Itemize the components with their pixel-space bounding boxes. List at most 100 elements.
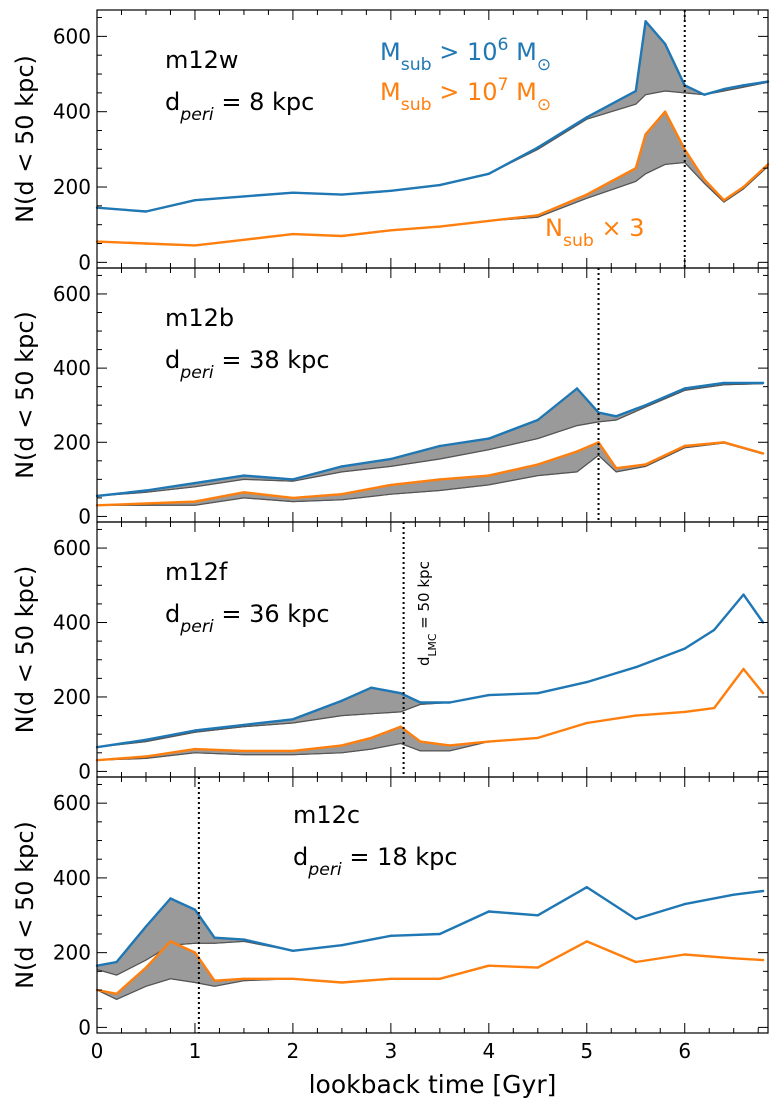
point-m12c-0-3 <box>169 897 172 900</box>
point-m12f-1-10 <box>487 740 490 743</box>
point-m12c-1-11 <box>487 964 490 967</box>
dlmc-annotation: dLMC = 50 kpc <box>415 561 439 666</box>
nsub-note: Nsub × 3 <box>545 214 645 251</box>
point-m12c-1-12 <box>536 966 539 969</box>
point-m12f-1-5 <box>340 744 344 747</box>
y-axis-label: N(d < 50 kpc) <box>11 311 39 479</box>
point-m12w-0-13 <box>663 42 667 46</box>
x-axis-label: lookback time [Gyr] <box>309 1070 557 1099</box>
line-m12f-0 <box>96 593 765 749</box>
xtick-label: 3 <box>385 1039 398 1063</box>
point-m12w-0-1 <box>144 210 148 213</box>
ytick-label: 600 <box>53 536 91 560</box>
point-m12f-0-15 <box>712 628 716 632</box>
point-m12b-0-13 <box>644 404 647 407</box>
point-m12c-0-8 <box>340 944 344 947</box>
point-m12b-0-6 <box>389 457 393 461</box>
point-m12f-0-6 <box>370 686 373 689</box>
point-m12w-0-4 <box>291 191 295 194</box>
point-m12w-0-5 <box>340 193 344 196</box>
y-axis-label: N(d < 50 kpc) <box>11 566 39 734</box>
point-m12c-1-5 <box>213 979 216 982</box>
point-m12w-1-9 <box>536 214 539 217</box>
point-m12f-1-9 <box>448 744 451 747</box>
frame-m12c <box>96 776 769 1034</box>
point-m12c-0-2 <box>144 925 148 928</box>
point-m12f-1-2 <box>193 747 197 751</box>
point-m12w-1-16 <box>722 199 726 202</box>
point-m12c-1-10 <box>438 977 441 980</box>
point-m12w-0-2 <box>193 199 197 202</box>
point-m12b-1-8 <box>487 474 490 477</box>
point-m12c-1-6 <box>242 977 246 980</box>
point-m12w-0-17 <box>742 84 745 87</box>
point-m12b-1-9 <box>536 463 539 466</box>
point-m12b-1-4 <box>291 496 295 500</box>
panel-m12f: 0 200 400 600 N(d < 50 kpc) m12f dperi = 36 kp… <box>11 521 769 783</box>
point-m12w-1-8 <box>487 219 490 223</box>
xtick-label: 4 <box>482 1039 495 1063</box>
point-m12b-0-14 <box>683 387 686 390</box>
point-m12b-1-13 <box>644 463 647 466</box>
point-m12c-1-9 <box>389 977 393 980</box>
point-m12f-1-4 <box>291 749 295 753</box>
xtick-label: 5 <box>580 1039 593 1063</box>
point-m12f-0-9 <box>448 701 451 704</box>
point-m12w-1-6 <box>389 229 393 232</box>
point-m12b-0-10 <box>575 387 579 390</box>
point-m12f-0-12 <box>585 680 588 684</box>
point-m12b-0-3 <box>242 474 246 477</box>
point-m12c-0-12 <box>536 914 539 917</box>
point-m12c-1-2 <box>144 966 148 969</box>
legend-entry-1: Msub > 107 M⊙ <box>380 75 551 115</box>
point-m12b-0-9 <box>536 418 539 422</box>
point-m12b-1-16 <box>761 452 765 455</box>
point-m12w-1-13 <box>663 110 667 113</box>
point-m12f-0-16 <box>742 593 745 596</box>
point-m12c-0-16 <box>732 893 735 896</box>
ytick-label: 200 <box>53 941 91 965</box>
point-m12c-1-13 <box>585 940 588 943</box>
point-m12f-0-4 <box>291 718 295 721</box>
ytick-label: 400 <box>53 100 91 124</box>
point-m12w-0-10 <box>585 116 588 119</box>
point-m12w-1-12 <box>644 133 647 136</box>
ytick-label: 0 <box>78 759 91 783</box>
panel-name: m12c <box>293 801 360 829</box>
point-m12b-1-14 <box>683 444 686 448</box>
xtick-label: 0 <box>91 1039 104 1063</box>
point-m12c-0-10 <box>438 932 441 936</box>
point-m12w-1-15 <box>703 178 706 181</box>
band-lower-m12b-1 <box>97 442 764 506</box>
panel-m12w: 0 200 400 600 N(d < 50 kpc) m12w dperi = 8 kpc <box>11 9 770 274</box>
point-m12b-0-7 <box>438 444 441 448</box>
point-m12c-0-14 <box>634 917 637 921</box>
point-m12f-1-16 <box>742 667 745 671</box>
point-m12f-1-7 <box>399 725 402 728</box>
point-m12c-0-15 <box>683 902 686 906</box>
line-m12c-1 <box>96 940 764 995</box>
point-m12c-1-14 <box>634 960 637 964</box>
y-axis-label: N(d < 50 kpc) <box>11 55 39 223</box>
point-m12b-1-15 <box>722 441 726 444</box>
ytick-label: 600 <box>53 282 91 306</box>
point-m12f-0-13 <box>634 666 637 669</box>
point-m12f-0-10 <box>487 693 490 697</box>
point-m12w-0-6 <box>389 189 393 192</box>
point-m12c-1-1 <box>115 992 118 995</box>
band-lower-m12w-1 <box>96 161 769 247</box>
y-axis-label: N(d < 50 kpc) <box>11 821 39 989</box>
point-m12c-0-4 <box>193 908 197 911</box>
point-m12f-0-2 <box>193 729 197 732</box>
ytick-label: 400 <box>53 356 91 380</box>
point-m12b-1-2 <box>193 500 197 503</box>
point-m12c-1-15 <box>683 953 686 956</box>
dperi-label: dperi = 18 kpc <box>293 843 458 880</box>
panel-m12c: 0 200 400 600 N(d < 50 kpc) m12c dperi = 18 kp… <box>11 776 769 1039</box>
panel-name: m12b <box>165 304 234 332</box>
point-m12c-0-11 <box>487 910 490 913</box>
point-m12c-0-6 <box>242 938 246 941</box>
dperi-label: dperi = 38 kpc <box>165 346 330 383</box>
point-m12b-1-11 <box>597 441 600 444</box>
